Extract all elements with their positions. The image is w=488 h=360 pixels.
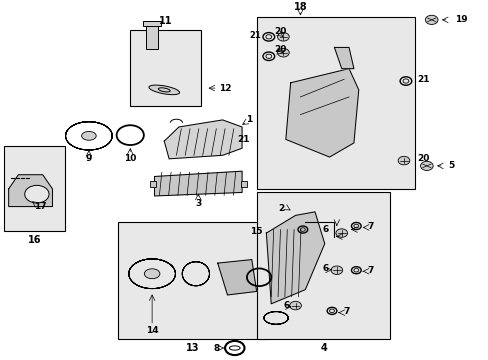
Polygon shape <box>334 48 353 69</box>
Text: 10: 10 <box>124 154 136 163</box>
Polygon shape <box>9 175 52 207</box>
Polygon shape <box>285 69 358 157</box>
Circle shape <box>335 229 347 237</box>
Text: 5: 5 <box>448 161 454 170</box>
Text: 21: 21 <box>416 75 429 84</box>
Circle shape <box>277 33 288 41</box>
Text: 16: 16 <box>27 235 41 245</box>
Text: 8: 8 <box>214 343 220 352</box>
Bar <box>4 147 64 231</box>
Circle shape <box>397 156 409 165</box>
Bar <box>256 17 414 189</box>
Text: 13: 13 <box>185 343 199 353</box>
Bar <box>130 30 201 106</box>
Text: 7: 7 <box>367 266 373 275</box>
Ellipse shape <box>144 269 160 279</box>
Text: 15: 15 <box>250 227 263 236</box>
Text: 20: 20 <box>416 154 428 163</box>
Text: 21: 21 <box>236 135 249 144</box>
Text: 9: 9 <box>85 154 92 163</box>
Polygon shape <box>164 120 242 159</box>
Bar <box>256 192 389 339</box>
Text: 12: 12 <box>218 84 231 93</box>
Text: 18: 18 <box>293 2 306 12</box>
Text: 21: 21 <box>249 31 261 40</box>
Bar <box>143 21 161 26</box>
Polygon shape <box>266 212 324 304</box>
Circle shape <box>25 185 49 203</box>
Ellipse shape <box>149 85 179 95</box>
Circle shape <box>289 301 301 310</box>
Text: 2: 2 <box>278 204 284 213</box>
Circle shape <box>277 49 288 57</box>
Bar <box>241 181 246 187</box>
Text: 4: 4 <box>320 343 326 353</box>
Text: 20: 20 <box>273 27 285 36</box>
Bar <box>149 181 155 187</box>
Text: 7: 7 <box>343 307 349 316</box>
Text: 19: 19 <box>454 15 466 24</box>
Ellipse shape <box>158 88 170 92</box>
Bar <box>118 222 266 339</box>
Text: 6: 6 <box>322 264 328 273</box>
Text: 20: 20 <box>273 45 285 54</box>
Circle shape <box>420 161 432 171</box>
Polygon shape <box>217 260 256 295</box>
Text: 6: 6 <box>283 301 289 310</box>
Ellipse shape <box>81 131 96 140</box>
Text: 3: 3 <box>195 198 201 207</box>
Polygon shape <box>154 171 242 196</box>
Circle shape <box>330 266 342 274</box>
Text: 14: 14 <box>145 326 158 335</box>
Text: 11: 11 <box>159 16 172 26</box>
Text: 1: 1 <box>246 116 252 125</box>
Circle shape <box>425 15 437 24</box>
Text: 6: 6 <box>322 225 328 234</box>
Bar <box>145 24 158 49</box>
Text: 17: 17 <box>34 202 46 211</box>
Text: 7: 7 <box>367 221 373 230</box>
